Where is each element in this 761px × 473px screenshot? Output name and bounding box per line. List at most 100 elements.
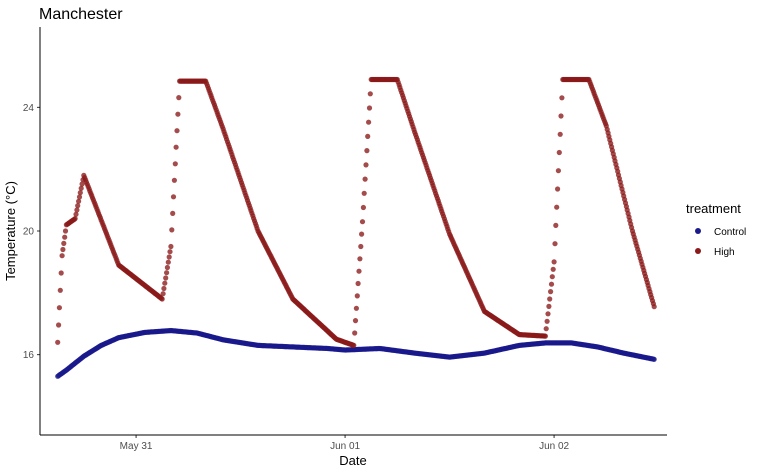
high-point — [62, 228, 69, 234]
high-point — [548, 289, 554, 295]
high-point — [77, 190, 83, 196]
high-point — [168, 243, 174, 250]
high-point — [170, 194, 177, 200]
high-point — [557, 131, 563, 137]
high-series — [55, 76, 657, 348]
high-point — [73, 211, 79, 217]
high-point — [352, 330, 358, 336]
high-point — [160, 291, 166, 297]
high-point — [163, 275, 169, 281]
high-point — [170, 210, 176, 216]
high-point — [165, 259, 171, 265]
high-point — [166, 254, 172, 260]
high-point — [176, 95, 182, 101]
control-series — [55, 327, 657, 379]
y-axis-title: Temperature (°C) — [3, 181, 18, 281]
high-point — [559, 95, 565, 101]
high-point — [366, 105, 373, 111]
legend: treatment Control High — [686, 201, 746, 258]
high-point — [164, 270, 170, 276]
high-point — [173, 144, 179, 150]
high-point — [169, 227, 175, 233]
high-point — [59, 253, 65, 259]
high-point — [553, 222, 559, 228]
high-point — [546, 303, 552, 309]
control-point — [651, 356, 657, 362]
high-point — [351, 342, 357, 348]
high-point — [72, 216, 78, 222]
high-point — [355, 280, 361, 287]
high-point — [364, 148, 370, 154]
legend-label-control: Control — [714, 227, 746, 238]
high-point — [56, 322, 62, 328]
high-point — [171, 177, 177, 183]
high-point — [361, 190, 367, 196]
high-point — [174, 128, 180, 134]
high-point — [545, 311, 551, 317]
legend-label-high: High — [714, 247, 735, 258]
high-point — [555, 168, 562, 174]
high-point — [76, 194, 83, 200]
high-point — [542, 333, 549, 339]
high-point — [544, 318, 550, 324]
high-point — [56, 305, 63, 311]
high-point — [60, 246, 66, 253]
y-tick-label: 16 — [23, 350, 35, 361]
legend-title: treatment — [686, 201, 741, 216]
high-point — [363, 162, 369, 168]
high-point — [367, 91, 373, 97]
x-axis-ticks: May 31 Jun 01 Jun 02 — [120, 435, 570, 452]
high-point — [362, 176, 368, 182]
legend-swatch-high — [695, 248, 701, 254]
high-point — [61, 240, 67, 246]
high-point — [57, 287, 63, 293]
y-tick-label: 20 — [23, 227, 35, 238]
high-point — [554, 204, 560, 210]
high-point — [548, 281, 555, 287]
high-point — [366, 119, 372, 125]
high-point — [353, 305, 359, 311]
x-tick-label: Jun 02 — [539, 441, 569, 452]
high-point — [172, 161, 178, 167]
high-point — [358, 243, 364, 250]
high-point — [360, 204, 366, 211]
high-point — [651, 304, 657, 310]
high-point — [547, 296, 553, 302]
high-point — [159, 296, 165, 302]
high-point — [58, 270, 64, 276]
x-axis-title: Date — [339, 453, 366, 468]
high-point — [556, 149, 562, 156]
high-point — [76, 198, 82, 204]
high-point — [359, 231, 365, 237]
x-tick-label: Jun 01 — [330, 441, 360, 452]
high-point — [555, 186, 561, 192]
high-point — [79, 181, 85, 187]
high-point — [558, 113, 564, 119]
high-point — [55, 339, 61, 345]
high-point — [78, 185, 84, 191]
high-point — [162, 280, 168, 286]
high-point — [550, 266, 556, 272]
high-point — [543, 326, 549, 332]
y-tick-label: 24 — [23, 103, 35, 114]
high-point — [164, 264, 170, 271]
high-point — [75, 203, 81, 209]
high-point — [365, 133, 371, 139]
high-point — [552, 241, 558, 247]
high-point — [549, 274, 555, 280]
high-point — [357, 256, 363, 262]
high-point — [354, 293, 360, 299]
high-point — [167, 249, 173, 255]
high-point — [352, 318, 359, 324]
y-axis-ticks: 16 20 24 — [23, 103, 40, 361]
high-point — [356, 268, 362, 274]
high-point — [74, 207, 80, 213]
high-point — [175, 111, 181, 117]
x-tick-label: May 31 — [120, 441, 153, 452]
chart-title: Manchester — [39, 6, 123, 23]
legend-swatch-control — [695, 228, 701, 234]
high-point — [551, 259, 557, 265]
high-point — [359, 219, 366, 225]
high-point — [62, 234, 68, 240]
